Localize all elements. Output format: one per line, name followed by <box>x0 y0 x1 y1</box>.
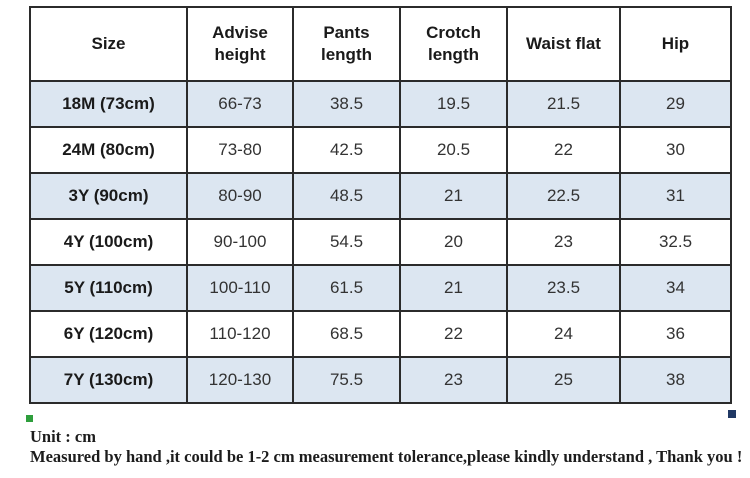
size-cell: 4Y (100cm) <box>29 218 188 266</box>
value-cell: 20 <box>399 218 508 266</box>
size-chart-table: Size Advise height Pants length Crotch l… <box>29 6 732 404</box>
value-cell: 61.5 <box>292 264 401 312</box>
value-cell: 110-120 <box>186 310 294 358</box>
value-cell: 68.5 <box>292 310 401 358</box>
value-cell: 100-110 <box>186 264 294 312</box>
value-cell: 42.5 <box>292 126 401 174</box>
value-cell: 32.5 <box>619 218 732 266</box>
column-header-crotch-length: Crotch length <box>399 6 508 82</box>
size-cell: 5Y (110cm) <box>29 264 188 312</box>
size-cell: 18M (73cm) <box>29 80 188 128</box>
value-cell: 54.5 <box>292 218 401 266</box>
column-header-pants-length: Pants length <box>292 6 401 82</box>
value-cell: 38.5 <box>292 80 401 128</box>
unit-note: Unit : cm <box>30 427 96 446</box>
table-row-18m: 18M (73cm) 66-73 38.5 19.5 21.5 29 <box>29 80 732 128</box>
value-cell: 23 <box>506 218 621 266</box>
value-cell: 80-90 <box>186 172 294 220</box>
value-cell: 36 <box>619 310 732 358</box>
value-cell: 21.5 <box>506 80 621 128</box>
value-cell: 29 <box>619 80 732 128</box>
value-cell: 22 <box>399 310 508 358</box>
value-cell: 90-100 <box>186 218 294 266</box>
table-row-4y: 4Y (100cm) 90-100 54.5 20 23 32.5 <box>29 218 732 266</box>
column-header-hip: Hip <box>619 6 732 82</box>
value-cell: 34 <box>619 264 732 312</box>
table-row-24m: 24M (80cm) 73-80 42.5 20.5 22 30 <box>29 126 732 174</box>
size-cell: 7Y (130cm) <box>29 356 188 404</box>
column-header-size: Size <box>29 6 188 82</box>
value-cell: 75.5 <box>292 356 401 404</box>
table-row-6y: 6Y (120cm) 110-120 68.5 22 24 36 <box>29 310 732 358</box>
size-cell: 6Y (120cm) <box>29 310 188 358</box>
size-cell: 3Y (90cm) <box>29 172 188 220</box>
value-cell: 66-73 <box>186 80 294 128</box>
value-cell: 21 <box>399 172 508 220</box>
table-row-7y: 7Y (130cm) 120-130 75.5 23 25 38 <box>29 356 732 404</box>
column-header-waist-flat: Waist flat <box>506 6 621 82</box>
tolerance-note: Measured by hand ,it could be 1-2 cm mea… <box>30 447 743 466</box>
footnotes: Unit : cm Measured by hand ,it could be … <box>30 427 742 467</box>
value-cell: 20.5 <box>399 126 508 174</box>
value-cell: 21 <box>399 264 508 312</box>
value-cell: 22.5 <box>506 172 621 220</box>
value-cell: 73-80 <box>186 126 294 174</box>
table-header-row: Size Advise height Pants length Crotch l… <box>29 6 732 82</box>
table-row-5y: 5Y (110cm) 100-110 61.5 21 23.5 34 <box>29 264 732 312</box>
value-cell: 23.5 <box>506 264 621 312</box>
value-cell: 31 <box>619 172 732 220</box>
table-row-3y: 3Y (90cm) 80-90 48.5 21 22.5 31 <box>29 172 732 220</box>
value-cell: 22 <box>506 126 621 174</box>
value-cell: 30 <box>619 126 732 174</box>
value-cell: 48.5 <box>292 172 401 220</box>
table-corner-marker-green-icon <box>26 415 33 422</box>
column-header-advise-height: Advise height <box>186 6 294 82</box>
value-cell: 19.5 <box>399 80 508 128</box>
value-cell: 23 <box>399 356 508 404</box>
size-cell: 24M (80cm) <box>29 126 188 174</box>
value-cell: 25 <box>506 356 621 404</box>
value-cell: 120-130 <box>186 356 294 404</box>
selection-fill-handle-icon <box>728 410 736 418</box>
value-cell: 38 <box>619 356 732 404</box>
value-cell: 24 <box>506 310 621 358</box>
